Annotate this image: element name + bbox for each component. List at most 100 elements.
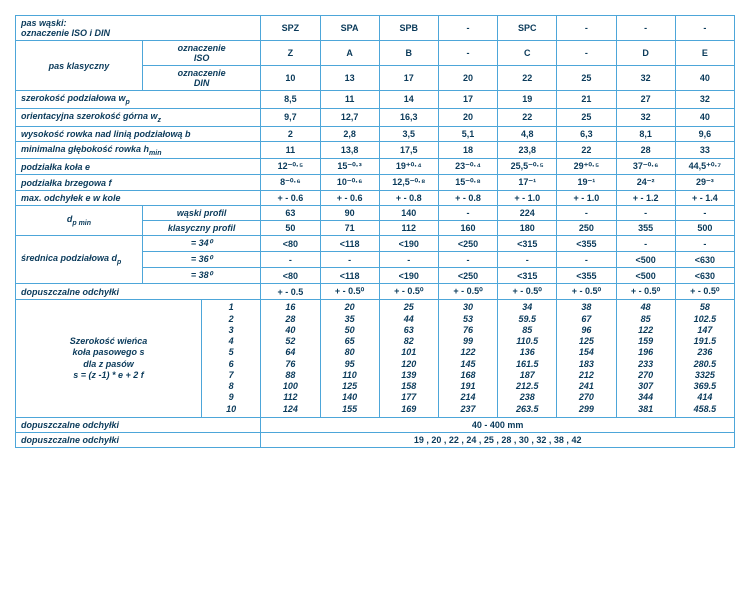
cell: <500	[616, 252, 675, 268]
cell: 17	[438, 91, 497, 109]
cell: -	[616, 206, 675, 221]
cell: Z	[261, 41, 320, 66]
row-rim-label: Szerokość wieńcakoła pasowego sdla z pas…	[16, 300, 202, 418]
cell: 50	[261, 221, 320, 236]
cell: 160	[438, 221, 497, 236]
cell: 15⁻⁰·³	[320, 159, 379, 175]
cell: 33	[675, 141, 734, 159]
cell: + - 0.6	[320, 191, 379, 206]
cell: 9,7	[261, 108, 320, 126]
row-emax-label: max. odchyłek e w kole	[16, 191, 261, 206]
cell: <250	[438, 268, 497, 284]
cell: 8,1	[616, 126, 675, 141]
belt-pulley-table: pas wąski:oznaczenie ISO i DIN SPZ SPA S…	[15, 15, 735, 448]
cell: E	[675, 41, 734, 66]
cell: 11	[320, 91, 379, 109]
cell: + - 0.5⁰	[675, 284, 734, 300]
row-dp-label: średnica podziałowa dp	[16, 236, 143, 284]
cell: 9,6	[675, 126, 734, 141]
cell: 17,5	[379, 141, 438, 159]
cell: 25	[557, 108, 616, 126]
cell: 19⁺⁰·⁴	[379, 159, 438, 175]
cell: + - 0.5⁰	[557, 284, 616, 300]
rim-col: 4885122159196233270307344381	[616, 300, 675, 418]
cell: + - 0.5	[261, 284, 320, 300]
cell: 32	[616, 108, 675, 126]
row-dp36-label: = 36⁰	[142, 252, 260, 268]
col-dash: -	[557, 16, 616, 41]
cell: 17	[379, 66, 438, 91]
cell: 44,5⁺⁰·⁷	[675, 159, 734, 175]
cell: 22	[557, 141, 616, 159]
cell: 17⁻¹	[498, 175, 557, 191]
row-tol1-label: dopuszczalne odchyłki	[16, 284, 261, 300]
rim-index-col: 12345678910	[202, 300, 261, 418]
cell: -	[557, 41, 616, 66]
cell: 22	[498, 108, 557, 126]
row-dpmin-classic-label: klasyczny profil	[142, 221, 260, 236]
cell: 10⁻⁰·⁶	[320, 175, 379, 191]
cell: 12,7	[320, 108, 379, 126]
cell: -	[616, 236, 675, 252]
cell: + - 1.0	[498, 191, 557, 206]
cell: 224	[498, 206, 557, 221]
col-spb: SPB	[379, 16, 438, 41]
cell: 13	[320, 66, 379, 91]
cell: 4,8	[498, 126, 557, 141]
cell: <80	[261, 236, 320, 252]
cell: <118	[320, 268, 379, 284]
cell: <355	[557, 236, 616, 252]
cell: + - 0.6	[261, 191, 320, 206]
cell: C	[498, 41, 557, 66]
row-wp-label: szerokość podziałowa wp	[16, 91, 261, 109]
col-dash: -	[616, 16, 675, 41]
cell: + - 1.2	[616, 191, 675, 206]
cell: 18	[438, 141, 497, 159]
cell: 15⁻⁰·⁸	[438, 175, 497, 191]
col-spc: SPC	[498, 16, 557, 41]
cell: D	[616, 41, 675, 66]
hdr-narrow-belt: pas wąski:oznaczenie ISO i DIN	[16, 16, 261, 41]
cell: 32	[616, 66, 675, 91]
cell: 29⁻³	[675, 175, 734, 191]
cell: + - 0.5⁰	[379, 284, 438, 300]
cell: 355	[616, 221, 675, 236]
cell: 19	[498, 91, 557, 109]
row-tol3-label: dopuszczalne odchyłki	[16, 432, 261, 447]
cell: 14	[379, 91, 438, 109]
row-hmin-label: minimalna głębokość rowka hmin	[16, 141, 261, 159]
cell: A	[320, 41, 379, 66]
cell: 500	[675, 221, 734, 236]
cell: B	[379, 41, 438, 66]
cell: + - 0.5⁰	[616, 284, 675, 300]
cell: -	[557, 252, 616, 268]
cell: <315	[498, 236, 557, 252]
row-tol2-value: 40 - 400 mm	[261, 417, 735, 432]
cell: 3,5	[379, 126, 438, 141]
cell: -	[498, 252, 557, 268]
cell: 13,8	[320, 141, 379, 159]
cell: 10	[261, 66, 320, 91]
cell: 32	[675, 91, 734, 109]
cell: <630	[675, 252, 734, 268]
cell: + - 0.8	[438, 191, 497, 206]
cell: 25	[557, 66, 616, 91]
rim-col: 58102.5147191.5236280.53325369.5414458.5	[675, 300, 734, 418]
cell: 12⁻⁰·⁵	[261, 159, 320, 175]
cell: -	[438, 206, 497, 221]
cell: 37⁻⁰·⁶	[616, 159, 675, 175]
rim-col: 30537699122145168191214237	[438, 300, 497, 418]
cell: <355	[557, 268, 616, 284]
cell: 40	[675, 66, 734, 91]
cell: + - 1.0	[557, 191, 616, 206]
cell: 28	[616, 141, 675, 159]
cell: 63	[261, 206, 320, 221]
cell: 40	[675, 108, 734, 126]
rim-col: 386796125154183212241270299	[557, 300, 616, 418]
cell: 27	[616, 91, 675, 109]
cell: 12,5⁻⁰·⁸	[379, 175, 438, 191]
cell: -	[438, 41, 497, 66]
cell: 8,5	[261, 91, 320, 109]
cell: <118	[320, 236, 379, 252]
cell: 22	[498, 66, 557, 91]
